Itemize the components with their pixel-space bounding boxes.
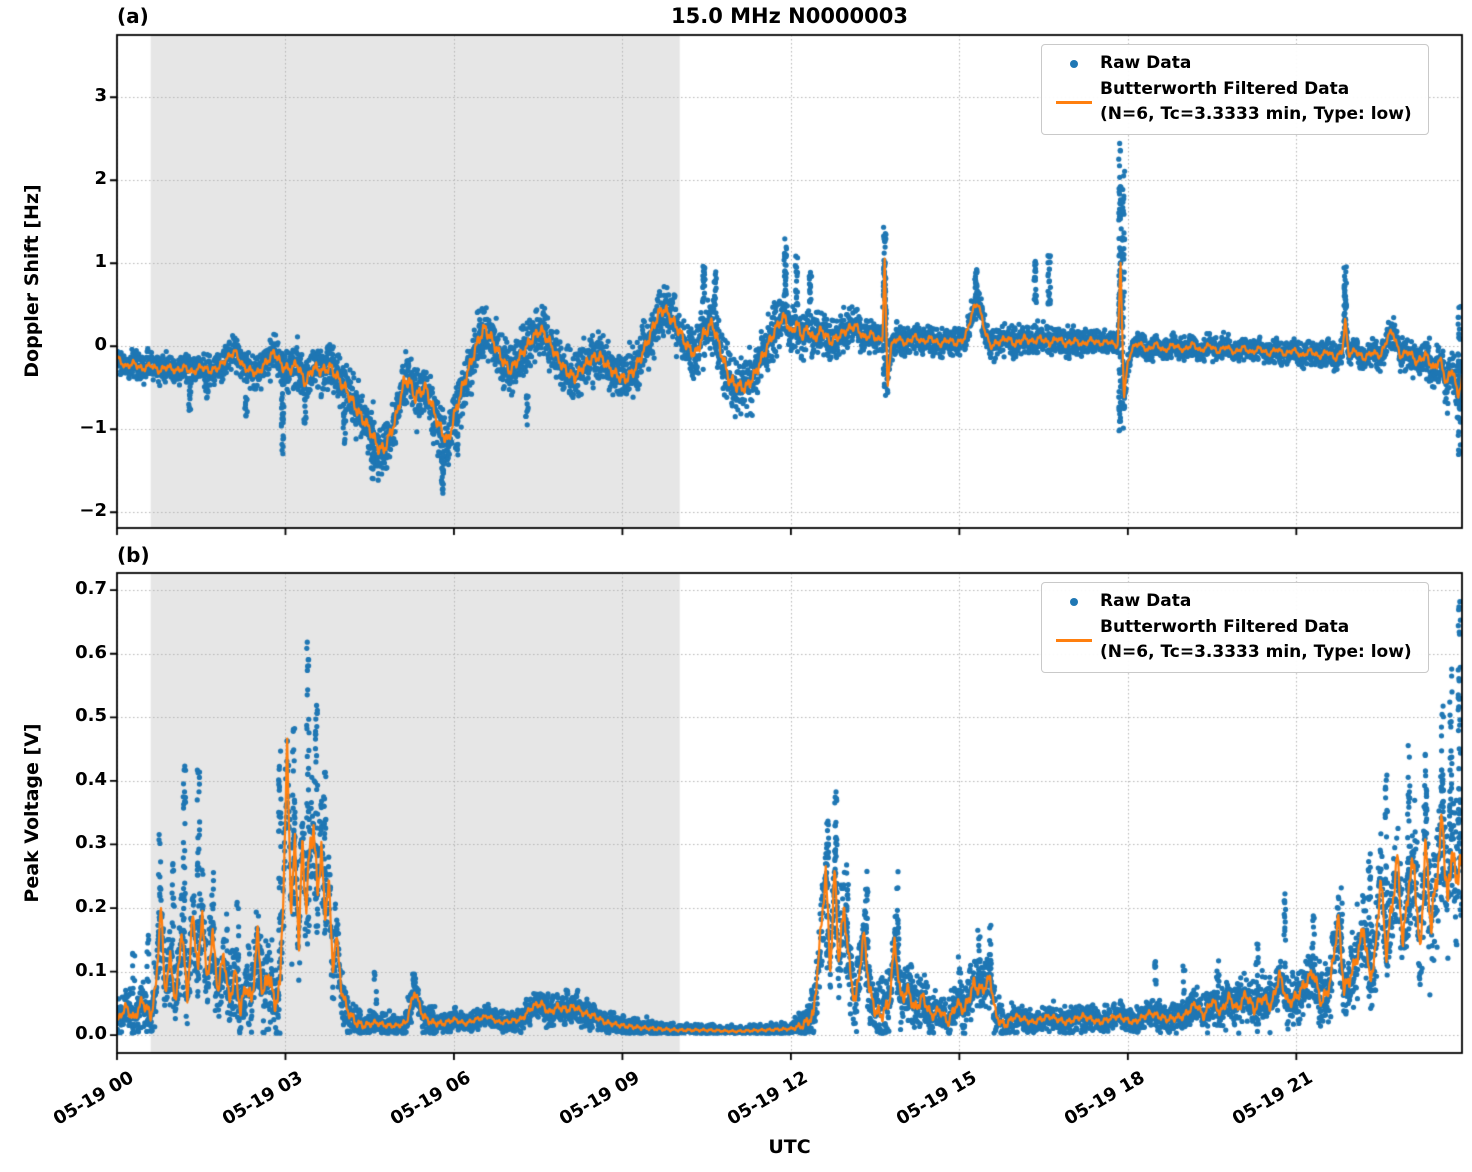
legend-panel-b: Raw Data Butterworth Filtered Data (N=6, … [1041,582,1429,673]
raw-data-dot-icon [1070,597,1078,606]
y-tick-label: 0.1 [75,959,107,981]
raw-data-dot-icon [1070,59,1078,68]
y-tick-label: 0.0 [75,1023,107,1045]
legend-filtered-label-line1: Butterworth Filtered Data [1100,79,1350,99]
y-tick-label: 0 [94,334,107,356]
figure-title: 15.0 MHz N0000003 [671,4,908,28]
y-tick-label: −1 [79,417,107,439]
legend-filtered-label-line2: (N=6, Tc=3.3333 min, Type: low) [1100,642,1412,662]
legend-row-raw: Raw Data [1048,50,1412,77]
y-tick-label: −2 [79,500,107,522]
panel-a-tag: (a) [117,4,149,28]
y-tick-label: 0.2 [75,896,107,918]
y-tick-label: 0.7 [75,578,107,600]
legend-row-filtered: Butterworth Filtered Data (N=6, Tc=3.3333… [1048,77,1412,127]
legend-row-filtered: Butterworth Filtered Data (N=6, Tc=3.3333… [1048,615,1412,665]
y-axis-label-doppler: Doppler Shift [Hz] [21,184,43,378]
y-tick-label: 0.3 [75,832,107,854]
x-axis-label: UTC [768,1136,811,1158]
legend-filtered-label-line1: Butterworth Filtered Data [1100,617,1350,637]
y-tick-label: 3 [94,85,107,107]
filtered-line-icon [1056,638,1092,642]
y-tick-label: 0.6 [75,641,107,663]
legend-raw-label: Raw Data [1100,53,1192,73]
y-tick-label: 0.5 [75,705,107,727]
filtered-line-icon [1056,100,1092,104]
legend-row-raw: Raw Data [1048,588,1412,615]
panel-b-tag: (b) [117,543,150,567]
legend-filtered-label-line2: (N=6, Tc=3.3333 min, Type: low) [1100,104,1412,124]
legend-raw-label: Raw Data [1100,591,1192,611]
y-tick-label: 1 [94,251,107,273]
y-axis-label-voltage: Peak Voltage [V] [21,723,43,903]
y-tick-label: 2 [94,168,107,190]
legend-panel-a: Raw Data Butterworth Filtered Data (N=6, … [1041,44,1429,135]
y-tick-label: 0.4 [75,768,107,790]
